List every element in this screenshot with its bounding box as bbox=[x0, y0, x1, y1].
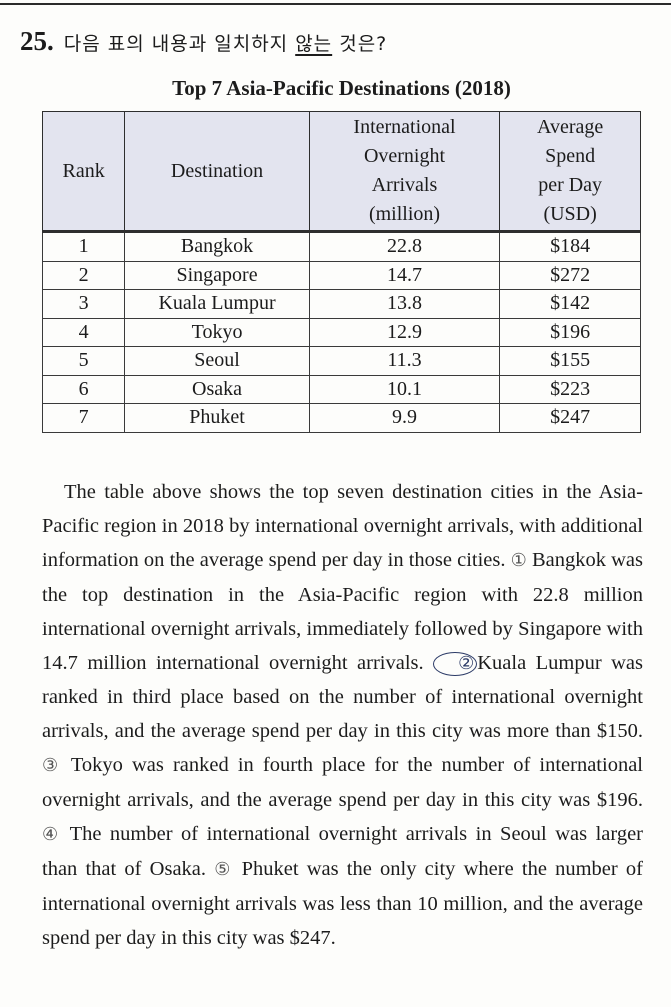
choice-marker-5: ⑤ bbox=[214, 858, 234, 880]
question-emphasis: 않는 bbox=[295, 33, 333, 55]
choice-sentence-4: The number of international overnight ar… bbox=[42, 822, 643, 880]
cell-arrivals: 9.9 bbox=[308, 403, 501, 433]
cell-rank: 3 bbox=[41, 289, 126, 319]
header-spend-line: Average bbox=[537, 116, 604, 138]
cell-arrivals: 11.3 bbox=[308, 346, 501, 376]
cell-destination: Singapore bbox=[124, 260, 310, 290]
table-header-row: Rank Destination International Overnight… bbox=[41, 111, 641, 233]
cell-rank: 5 bbox=[41, 346, 126, 376]
table-row: 1 Bangkok 22.8 $184 bbox=[41, 231, 641, 262]
cell-destination: Phuket bbox=[124, 403, 310, 433]
header-destination: Destination bbox=[124, 111, 310, 233]
choice-sentence-3: Tokyo was ranked in fourth place for the… bbox=[42, 753, 643, 811]
question-prompt: 다음 표의 내용과 일치하지 않는 것은? bbox=[64, 33, 388, 55]
header-arrivals-line: Overnight bbox=[363, 145, 446, 167]
choice-sentence-1: Bangkok was the top destination in the A… bbox=[42, 548, 643, 674]
choice-marker-1: ① bbox=[510, 549, 527, 571]
cell-spend: $155 bbox=[499, 346, 641, 376]
cell-destination: Kuala Lumpur bbox=[124, 289, 310, 319]
cell-rank: 6 bbox=[41, 374, 126, 404]
cell-arrivals: 10.1 bbox=[308, 374, 501, 404]
cell-spend: $272 bbox=[499, 260, 641, 290]
choice-marker-4: ④ bbox=[42, 823, 62, 845]
cell-destination: Seoul bbox=[124, 346, 310, 376]
question-number: 25. bbox=[20, 26, 54, 56]
header-arrivals-line: (million) bbox=[368, 203, 441, 225]
header-arrivals-line: Arrivals bbox=[371, 174, 438, 196]
header-spend-line: Spend bbox=[545, 145, 596, 167]
header-rank: Rank bbox=[41, 111, 126, 233]
header-arrivals-line: International bbox=[353, 116, 456, 138]
table-row: 7 Phuket 9.9 $247 bbox=[41, 403, 641, 433]
cell-spend: $247 bbox=[499, 403, 641, 433]
table-row: 4 Tokyo 12.9 $196 bbox=[41, 317, 641, 347]
table-row: 3 Kuala Lumpur 13.8 $142 bbox=[41, 289, 641, 319]
table-row: 6 Osaka 10.1 $223 bbox=[41, 374, 641, 404]
question-header: 25. 다음 표의 내용과 일치하지 않는 것은? bbox=[20, 26, 387, 59]
top-rule bbox=[0, 3, 671, 5]
cell-arrivals: 14.7 bbox=[308, 260, 501, 290]
cell-rank: 1 bbox=[41, 231, 126, 262]
cell-spend: $184 bbox=[499, 231, 641, 262]
cell-spend: $142 bbox=[499, 289, 641, 319]
destinations-table: Rank Destination International Overnight… bbox=[41, 111, 641, 433]
cell-arrivals: 12.9 bbox=[308, 317, 501, 347]
cell-spend: $223 bbox=[499, 374, 641, 404]
header-spend-line: (USD) bbox=[543, 203, 597, 225]
choice-marker-2: ② bbox=[433, 651, 478, 676]
header-spend: Average Spend per Day (USD) bbox=[499, 111, 641, 233]
table-row: 5 Seoul 11.3 $155 bbox=[41, 346, 641, 376]
table-title: Top 7 Asia-Pacific Destinations (2018) bbox=[172, 76, 511, 100]
cell-rank: 4 bbox=[41, 317, 126, 347]
cell-arrivals: 22.8 bbox=[308, 231, 501, 262]
question-text-after: 것은? bbox=[332, 33, 388, 55]
passage-text: The table above shows the top seven dest… bbox=[42, 475, 643, 955]
choice-sentence-2: Kuala Lumpur was ranked in third place b… bbox=[42, 651, 644, 742]
cell-spend: $196 bbox=[499, 317, 641, 347]
cell-destination: Tokyo bbox=[124, 317, 310, 347]
header-arrivals: International Overnight Arrivals (millio… bbox=[308, 111, 501, 233]
choice-sentence-5: Phuket was the only city where the numbe… bbox=[42, 857, 643, 949]
cell-rank: 2 bbox=[41, 260, 126, 290]
cell-arrivals: 13.8 bbox=[308, 289, 501, 319]
choice-marker-3: ③ bbox=[42, 754, 63, 776]
header-spend-line: per Day bbox=[538, 174, 603, 196]
cell-destination: Bangkok bbox=[124, 231, 310, 262]
table-row: 2 Singapore 14.7 $272 bbox=[41, 260, 641, 290]
passage-intro: The table above shows the top seven dest… bbox=[42, 480, 643, 571]
cell-destination: Osaka bbox=[124, 374, 310, 404]
cell-rank: 7 bbox=[41, 403, 126, 433]
question-text-before: 다음 표의 내용과 일치하지 bbox=[63, 33, 296, 55]
